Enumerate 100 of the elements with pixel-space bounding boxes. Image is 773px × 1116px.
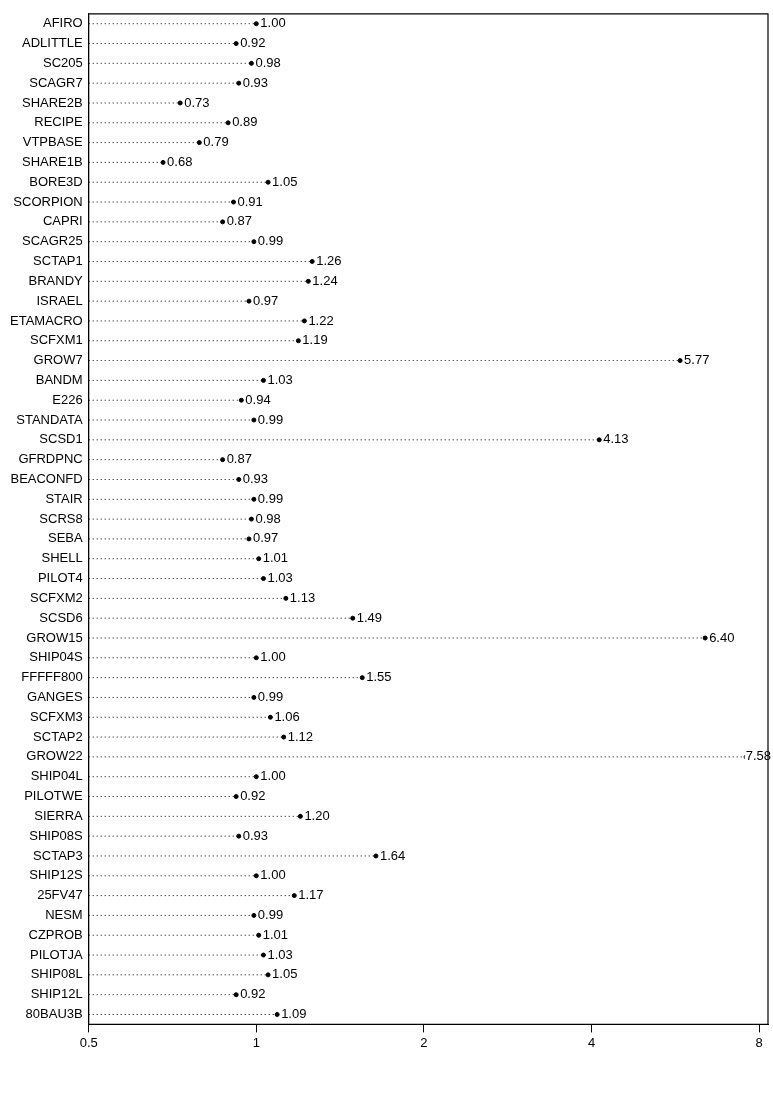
data-label: 5.77 [684,352,710,368]
data-label: 0.92 [240,788,266,804]
y-tick-label: CAPRI [42,213,83,229]
y-tick-label: SCRS8 [39,510,83,526]
data-label: 0.99 [257,490,284,506]
y-tick-label: SHIP08S [29,827,84,843]
y-tick-label: SHIP04S [29,649,84,665]
data-label: 1.12 [287,728,314,744]
y-tick-label: SCFXM2 [29,589,83,605]
y-tick-label: SCAGR7 [29,74,83,90]
data-label: 0.89 [232,114,258,130]
data-label: 1.00 [260,649,286,665]
y-tick-label: SCFXM3 [29,708,83,724]
y-tick-label: 80BAU3B [25,1006,83,1022]
data-label: 1.24 [312,272,338,288]
y-tick-label: SCSD6 [39,609,83,625]
y-tick-label: SCTAP3 [33,847,83,863]
data-label: 1.64 [379,847,406,863]
data-label: 1.01 [262,550,289,566]
data-label: 1.13 [289,589,316,605]
y-tick-label: 25FV47 [37,887,83,903]
y-tick-label: PILOTWE [24,788,84,804]
y-tick-label: RECIPE [34,114,84,130]
x-tick-label: 2 [420,1034,428,1050]
y-tick-label: ADLITTLE [22,35,84,51]
y-tick-label: BORE3D [29,173,83,189]
data-label: 0.79 [203,134,229,150]
y-tick-label: SHIP04L [30,768,83,784]
data-label: 1.00 [260,768,286,784]
data-label: 1.03 [267,570,293,586]
y-tick-label: GANGES [27,689,84,705]
data-label: 0.99 [257,906,284,922]
x-tick-label: 1 [252,1034,260,1050]
y-tick-label: SHARE2B [22,94,83,110]
data-label: 6.40 [709,629,735,645]
data-label: 4.13 [603,431,629,447]
data-label: 1.00 [260,867,286,883]
data-label: 1.19 [302,332,328,348]
data-label: 0.99 [257,411,284,427]
data-label: 0.87 [226,213,252,229]
data-label: 1.09 [281,1006,307,1022]
data-label: 0.97 [252,530,279,546]
y-tick-label: SHARE1B [22,154,83,169]
y-tick-label: E226 [52,391,83,407]
data-label: 1.00 [260,15,286,31]
y-tick-label: SCAGR25 [22,233,83,249]
y-tick-label: SCFXM1 [29,332,83,348]
y-tick-label: PILOT4 [37,570,83,586]
y-tick-label: SCSD1 [39,431,83,447]
y-tick-label: SCORPION [13,193,83,209]
y-tick-label: SHIP08L [30,966,83,982]
x-tick-label: 8 [755,1034,763,1050]
data-label: 1.06 [274,708,300,724]
y-tick-label: SIERRA [34,807,84,823]
y-tick-label: CZPROB [28,926,83,942]
y-tick-label: NESM [45,906,83,922]
data-label: 1.20 [304,807,330,823]
x-tick-label: 4 [587,1034,596,1050]
data-label: 1.03 [267,371,293,387]
y-tick-label: VTPBASE [22,134,84,150]
data-label: 1.26 [316,253,342,269]
data-label: 1.03 [267,946,293,962]
y-tick-label: BRANDY [28,272,84,288]
data-label: 0.93 [242,471,269,487]
y-tick-label: GFRDPNC [18,451,83,467]
y-tick-label: GROW15 [26,629,83,645]
data-label: 0.68 [167,154,193,169]
y-tick-label: STAIR [45,490,83,506]
y-tick-label: GROW7 [33,352,83,368]
data-label: 0.92 [240,35,266,51]
y-tick-label: SC205 [42,54,83,70]
y-tick-label: SCTAP1 [33,253,83,269]
data-label: 0.93 [242,74,269,90]
y-tick-label: BEACONFD [10,471,83,487]
data-label: 0.98 [255,510,281,526]
data-label: 0.92 [240,986,266,1002]
data-label: 0.99 [257,689,284,705]
data-label: 0.94 [245,391,271,407]
y-tick-label: SHIP12S [29,867,84,883]
y-tick-label: FFFFF800 [21,669,83,685]
data-label: 1.01 [262,926,289,942]
data-label: 1.17 [298,887,324,903]
y-tick-label: SCTAP2 [33,728,83,744]
y-tick-label: GROW22 [26,748,83,764]
y-tick-label: ETAMACRO [9,312,83,328]
y-tick-label: PILOTJA [29,946,84,962]
data-label: 0.99 [257,233,284,249]
y-tick-label: SEBA [48,530,84,546]
y-tick-label: ISRAEL [36,292,83,308]
y-tick-label: BANDM [35,371,83,387]
y-tick-label: SHELL [41,550,83,566]
y-tick-label: STANDATA [16,411,84,427]
data-label: 1.05 [272,966,298,982]
y-tick-label: AFIRO [42,15,83,31]
data-label: 1.55 [366,669,392,685]
y-tick-label: SHIP12L [30,986,83,1002]
data-label: 0.98 [255,54,281,70]
data-label: 0.73 [184,94,210,110]
data-label: 1.49 [356,609,383,625]
data-label: 1.05 [272,173,298,189]
